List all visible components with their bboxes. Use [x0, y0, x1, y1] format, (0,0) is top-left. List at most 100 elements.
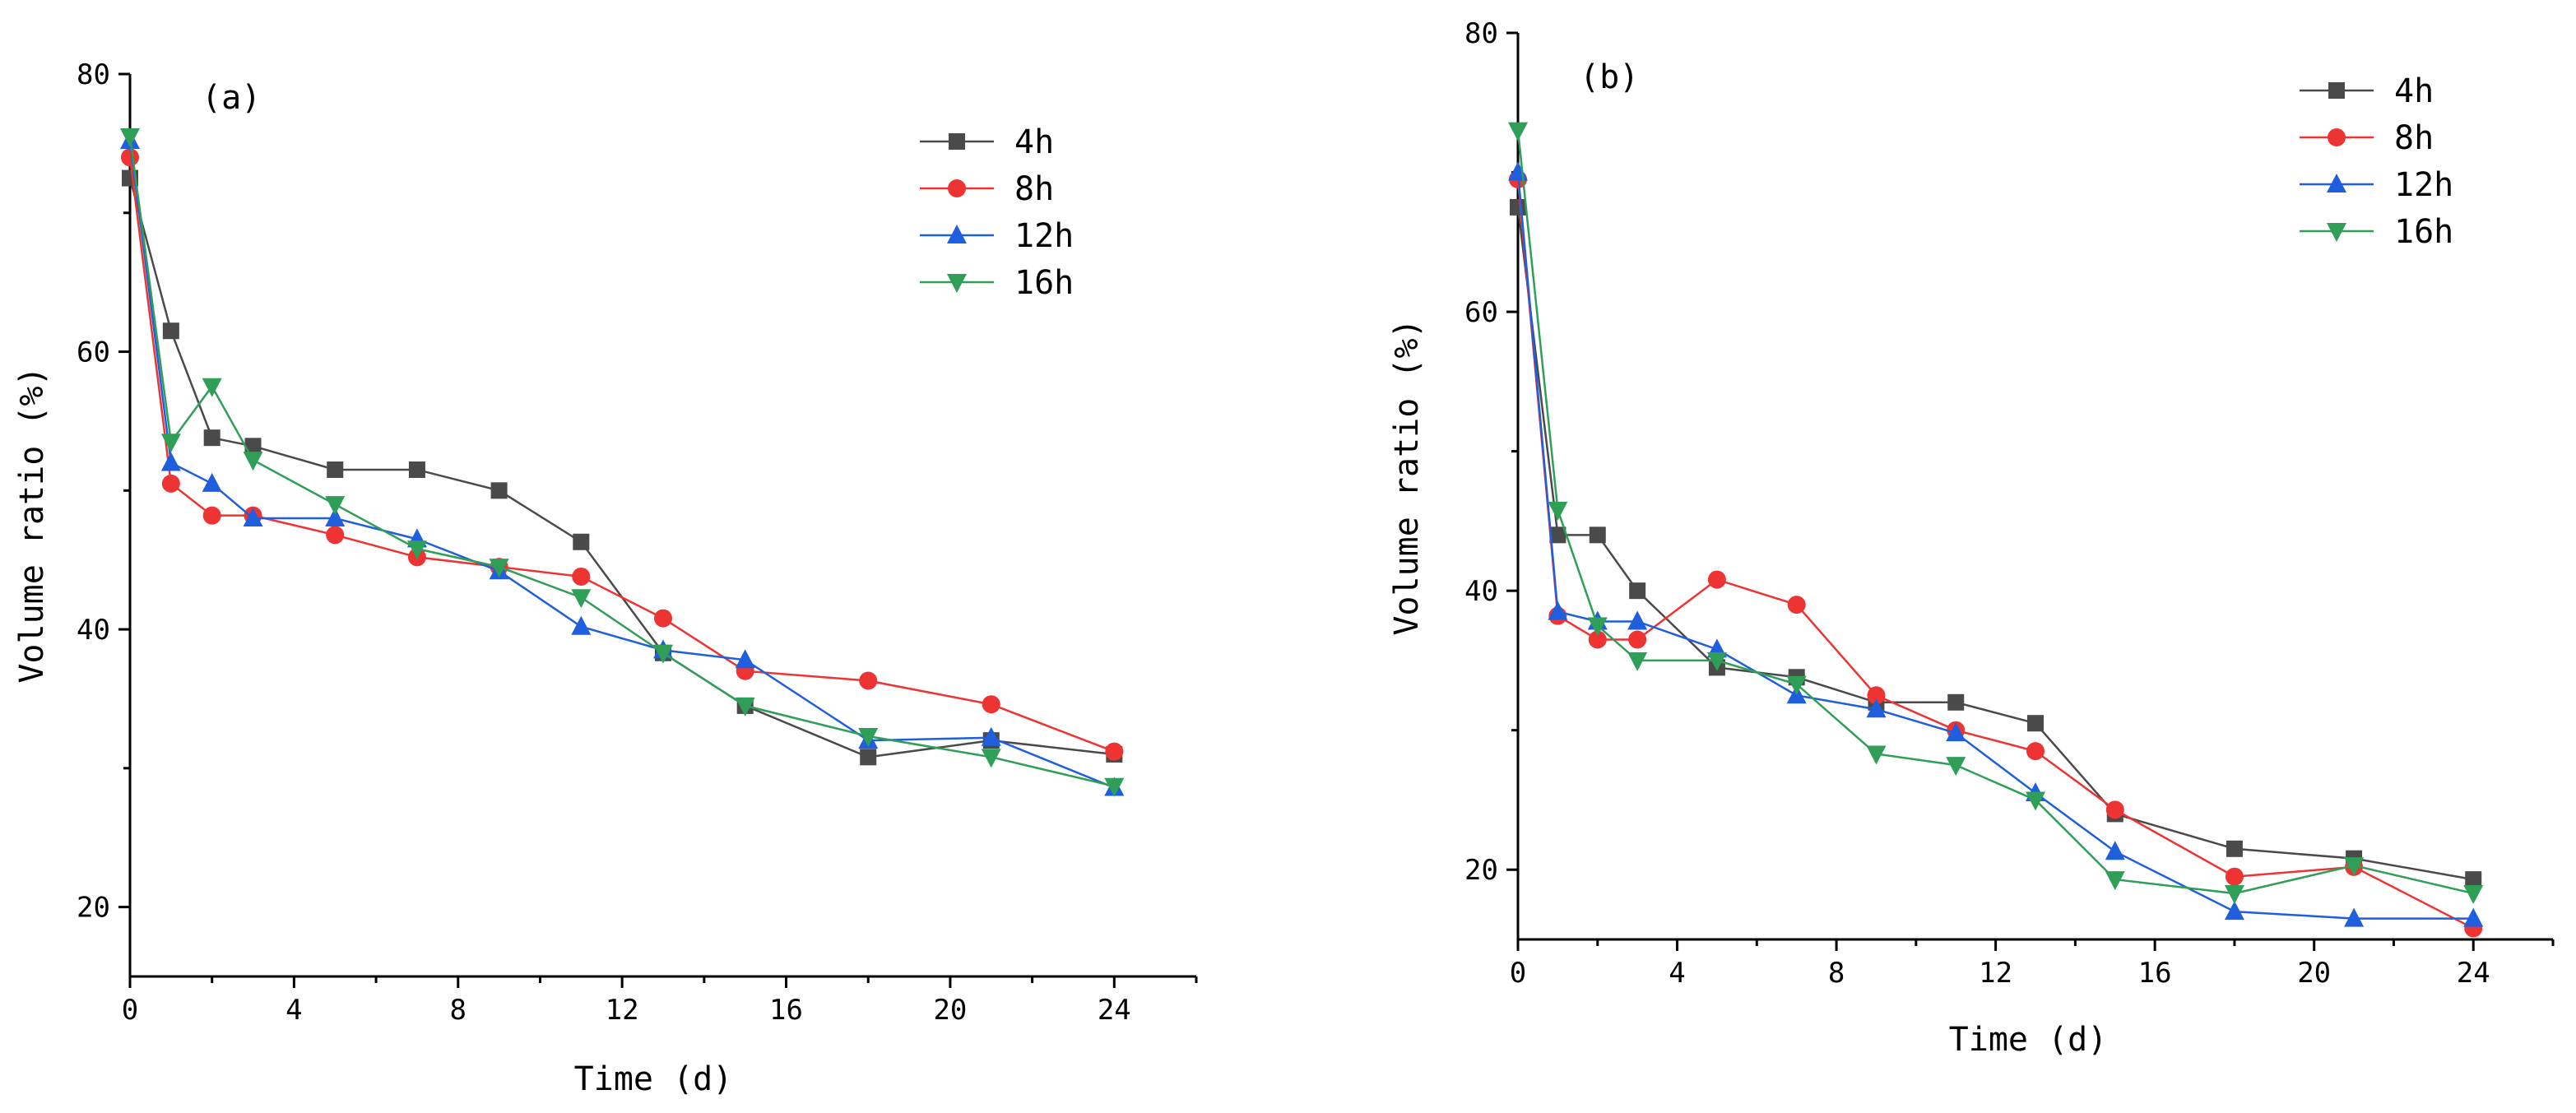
data-point-8h: [1707, 570, 1726, 589]
legend-label: 4h: [2394, 72, 2434, 110]
legend-marker: [947, 225, 967, 243]
data-point-12h: [2224, 901, 2244, 921]
data-point-8h: [161, 474, 180, 493]
data-point-12h: [1627, 610, 1648, 630]
x-tick-label: 4: [285, 994, 302, 1027]
data-point-4h: [327, 461, 344, 478]
data-point-12h: [571, 615, 592, 635]
series-line-16h: [128, 136, 1115, 788]
data-point-16h: [202, 378, 222, 397]
series-line-12h: [128, 140, 1115, 789]
y-tick-label: 80: [1464, 17, 1498, 50]
x-tick-label: 0: [1510, 957, 1526, 990]
x-tick-label: 8: [450, 994, 466, 1027]
y-tick-label: 80: [77, 58, 110, 91]
data-point-16h: [1104, 777, 1125, 797]
y-axis-title: Volume ratio (%): [13, 366, 51, 683]
data-point-16h: [1706, 652, 1727, 671]
data-point-4h: [1589, 526, 1606, 544]
series-8h: [1509, 170, 2483, 938]
legend-item-8h: 8h: [2300, 119, 2434, 157]
data-point-16h: [1786, 675, 1807, 695]
data-point-8h: [2026, 742, 2045, 761]
panel-label: (b): [1580, 58, 1639, 96]
data-point-4h: [2027, 715, 2044, 732]
data-point-16h: [160, 434, 181, 453]
data-point-8h: [982, 695, 1000, 714]
legend-label: 16h: [2394, 213, 2453, 251]
chart-a: 0 4 8 12 16 20 24 20 40 60 80 Time (d) Volume ratio …: [13, 58, 1198, 1098]
series-line-8h: [1516, 179, 2474, 930]
series-4h: [122, 169, 1123, 766]
x-tick-label: 4: [1669, 957, 1685, 990]
legend-label: 16h: [1014, 264, 1074, 302]
y-tick-label: 60: [1464, 296, 1498, 329]
data-point-8h: [1628, 630, 1647, 649]
data-point-16h: [571, 589, 592, 609]
x-tick-label: 12: [606, 994, 639, 1027]
legend-marker: [949, 133, 965, 150]
x-tick-label: 20: [933, 994, 967, 1027]
series-16h: [1508, 122, 2484, 905]
data-point-16h: [1627, 652, 1648, 671]
data-point-4h: [1947, 693, 1965, 711]
data-point-16h: [1946, 757, 1966, 777]
data-point-8h: [1588, 630, 1607, 649]
data-point-8h: [326, 526, 345, 545]
data-point-8h: [1105, 742, 1124, 761]
series-12h: [1508, 161, 2484, 927]
legend-item-12h: 12h: [2300, 166, 2453, 204]
series-4h: [1510, 198, 2482, 888]
legend-item-4h: 4h: [2300, 72, 2434, 110]
y-tick-label: 60: [77, 336, 110, 369]
data-point-8h: [859, 671, 878, 690]
legend-label: 4h: [1014, 123, 1054, 161]
y-axis-title: Volume ratio (%): [1388, 318, 1426, 635]
data-point-4h: [573, 533, 590, 550]
data-point-12h: [325, 508, 346, 527]
data-point-12h: [2463, 907, 2484, 927]
data-point-12h: [981, 726, 1001, 746]
data-point-12h: [2105, 841, 2125, 860]
data-point-16h: [243, 452, 263, 471]
data-point-12h: [160, 452, 181, 471]
data-point-12h: [1866, 698, 1887, 718]
data-point-4h: [2226, 840, 2243, 857]
legend-label: 8h: [2394, 119, 2434, 157]
x-tick-label: 0: [122, 994, 138, 1027]
data-point-4h: [860, 749, 877, 766]
data-point-8h: [2225, 867, 2244, 886]
y-tick-label: 20: [1464, 854, 1498, 887]
data-point-12h: [2344, 907, 2365, 927]
legend-label: 12h: [2394, 166, 2453, 204]
legend-item-12h: 12h: [920, 217, 1074, 255]
data-point-12h: [243, 508, 263, 527]
series-16h: [120, 128, 1125, 797]
series-line-12h: [1516, 172, 2474, 920]
legend-item-16h: 16h: [2300, 213, 2453, 251]
legend-marker: [2327, 174, 2346, 192]
legend-marker: [2327, 223, 2346, 242]
legend-marker: [947, 274, 967, 293]
data-point-4h: [408, 461, 425, 478]
data-point-4h: [1510, 198, 1526, 216]
data-point-12h: [1508, 161, 1528, 181]
series-line-4h: [1516, 206, 2474, 881]
y-tick-label: 40: [77, 614, 110, 647]
data-point-16h: [2105, 871, 2125, 891]
data-point-4h: [203, 429, 220, 447]
series-12h: [120, 130, 1125, 796]
legend-item-4h: 4h: [920, 123, 1054, 161]
data-point-4h: [2465, 871, 2482, 888]
x-axis-title: Time (d): [574, 1060, 733, 1098]
data-point-4h: [1549, 526, 1566, 544]
data-point-12h: [202, 472, 222, 492]
legend-label: 12h: [1014, 217, 1074, 255]
data-point-16h: [489, 559, 509, 578]
data-point-16h: [1587, 617, 1608, 637]
data-point-16h: [325, 496, 346, 516]
series-8h: [121, 148, 1124, 761]
data-point-4h: [162, 322, 179, 340]
data-point-8h: [202, 506, 221, 525]
